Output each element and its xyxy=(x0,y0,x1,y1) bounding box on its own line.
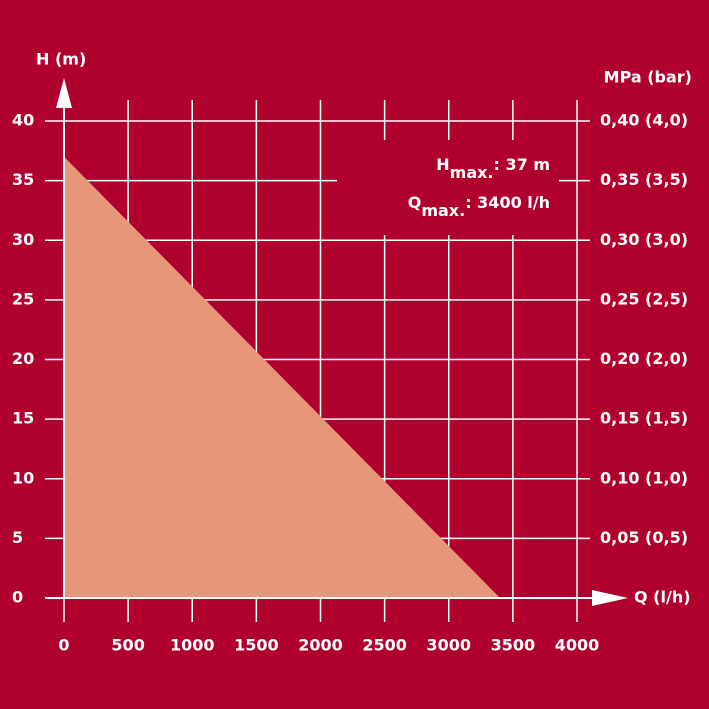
area xyxy=(64,156,501,598)
x-axis-label: Q (l/h) xyxy=(634,588,691,607)
y2-axis-label: MPa (bar) xyxy=(604,68,692,87)
y2-tick-label: 0,40 (4,0) xyxy=(600,111,688,130)
y2-tick-label: 0,25 (2,5) xyxy=(600,289,688,308)
y2-tick-label: 0,15 (1,5) xyxy=(600,409,688,428)
y-tick-label: 0 xyxy=(12,588,23,607)
x-tick-label: 3000 xyxy=(426,636,471,655)
y-tick-label: 25 xyxy=(12,289,34,308)
y2-tick-label: 0,30 (3,0) xyxy=(600,230,688,249)
annotation-background xyxy=(337,140,559,235)
annotation: Hmax.: 37 m xyxy=(436,155,550,182)
x-tick-label: 3500 xyxy=(491,636,536,655)
y-tick-label: 5 xyxy=(12,528,23,547)
annotation-rest: : 37 m xyxy=(494,155,550,174)
y2-tick-label: 0,05 (0,5) xyxy=(600,528,688,547)
y-tick-label: 15 xyxy=(12,409,34,428)
annotation-rest: : 3400 l/h xyxy=(465,193,550,212)
x-tick-label: 1000 xyxy=(170,636,215,655)
x-axis-arrow xyxy=(592,590,628,606)
y-axis-label: H (m) xyxy=(36,50,86,69)
x-tick-label: 1500 xyxy=(234,636,279,655)
x-tick-label: 0 xyxy=(58,636,69,655)
y-tick-label: 20 xyxy=(12,349,34,368)
x-tick-label: 2500 xyxy=(362,636,407,655)
annotation-sub: max. xyxy=(450,163,494,182)
y2-tick-label: 0,10 (1,0) xyxy=(600,468,688,487)
y-axis-arrow xyxy=(56,78,72,108)
y2-tick-label: 0,20 (2,0) xyxy=(600,349,688,368)
annotation-main: H xyxy=(436,155,449,174)
annotation-main: Q xyxy=(408,193,422,212)
annotation: Qmax.: 3400 l/h xyxy=(408,193,550,220)
annotation-sub: max. xyxy=(421,201,465,220)
x-tick-label: 500 xyxy=(111,636,144,655)
y-tick-label: 30 xyxy=(12,230,34,249)
y-tick-label: 35 xyxy=(12,170,34,189)
y-tick-label: 10 xyxy=(12,468,34,487)
x-tick-label: 4000 xyxy=(555,636,600,655)
x-tick-label: 2000 xyxy=(298,636,343,655)
y-tick-label: 40 xyxy=(12,111,34,130)
y2-tick-label: 0,35 (3,5) xyxy=(600,170,688,189)
